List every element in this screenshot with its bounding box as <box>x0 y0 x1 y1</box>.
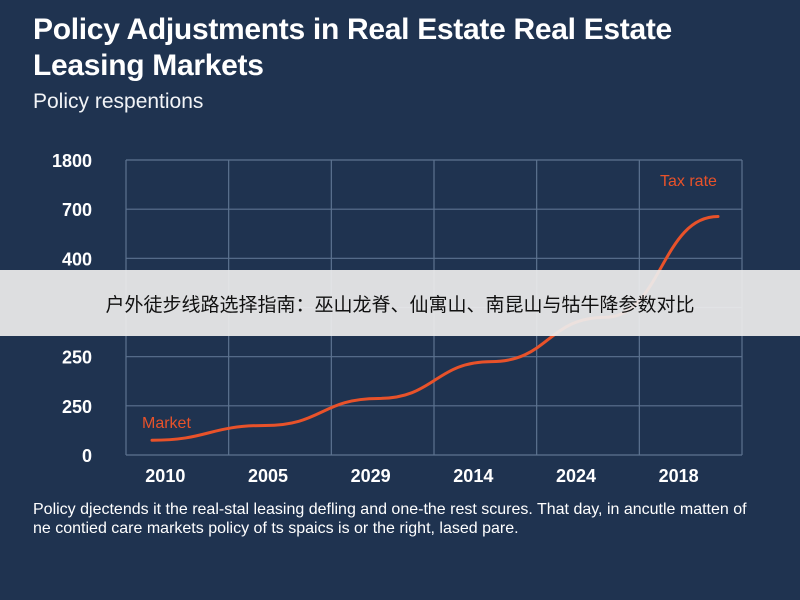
x-tick-label: 2029 <box>351 466 391 486</box>
y-tick-label: 1800 <box>52 151 92 171</box>
y-tick-label: 250 <box>62 397 92 417</box>
x-tick-label: 2024 <box>556 466 596 486</box>
y-axis-ticks: 1800 700 400 250 250 0 <box>52 151 92 466</box>
overlay-banner: 户外徒步线路选择指南：巫山龙脊、仙寓山、南昆山与牯牛降参数对比 <box>0 270 800 336</box>
y-tick-label: 250 <box>62 348 92 368</box>
series-end-label: Tax rate <box>660 173 717 190</box>
y-tick-label: 0 <box>82 446 92 466</box>
y-tick-label: 400 <box>62 249 92 269</box>
series-start-label: Market <box>142 415 191 432</box>
x-tick-label: 2010 <box>145 466 185 486</box>
y-tick-label: 700 <box>62 200 92 220</box>
x-tick-label: 2018 <box>659 466 699 486</box>
x-axis-ticks: 2010 2005 2029 2014 2024 2018 <box>145 466 698 486</box>
chart-caption: Policy djectends it the real-stal leasin… <box>33 501 747 537</box>
banner-text: 户外徒步线路选择指南：巫山龙脊、仙寓山、南昆山与牯牛降参数对比 <box>105 293 695 316</box>
chart-subtitle: Policy respentions <box>33 90 204 113</box>
chart-title: Policy Adjustments in Real Estate Real E… <box>33 13 672 82</box>
x-tick-label: 2005 <box>248 466 288 486</box>
x-tick-label: 2014 <box>453 466 493 486</box>
